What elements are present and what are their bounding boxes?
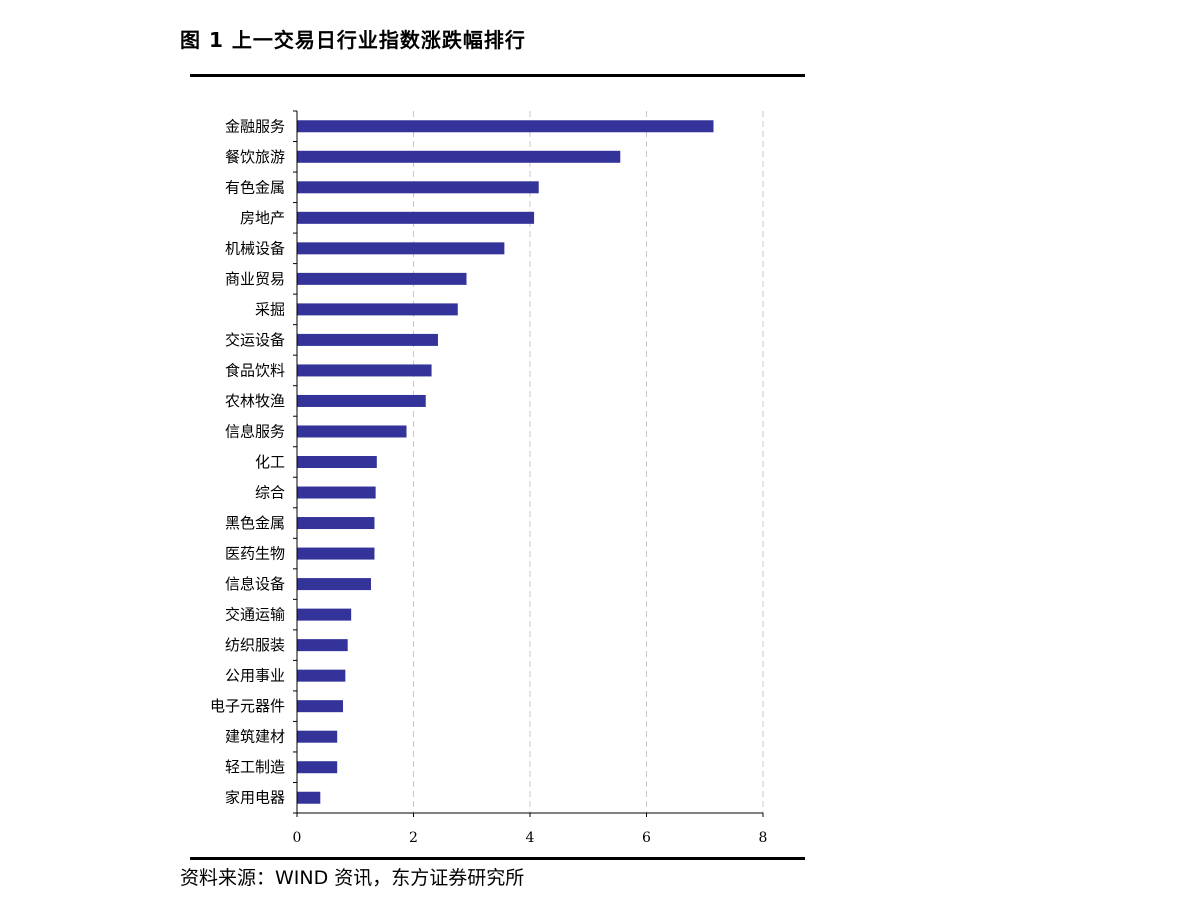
bar <box>297 608 352 621</box>
bar <box>297 578 371 591</box>
category-label: 金融服务 <box>225 117 285 135</box>
category-label: 综合 <box>255 484 285 502</box>
bar <box>297 120 714 133</box>
category-label: 交运设备 <box>225 331 285 349</box>
bar <box>297 761 338 774</box>
bottom-rule <box>190 857 805 860</box>
bar <box>297 150 621 163</box>
x-tick-label: 2 <box>409 830 418 846</box>
category-label: 化工 <box>255 453 285 471</box>
bar <box>297 486 376 499</box>
category-label: 有色金属 <box>225 178 285 196</box>
figure-title: 图 1 上一交易日行业指数涨跌幅排行 <box>180 28 526 52</box>
source-note: 资料来源：WIND 资讯，东方证券研究所 <box>180 867 525 889</box>
bar <box>297 791 321 804</box>
category-label: 公用事业 <box>225 667 285 685</box>
x-tick-label: 4 <box>526 830 535 846</box>
x-tick-label: 0 <box>293 830 302 846</box>
category-label: 建筑建材 <box>225 728 285 746</box>
bar <box>297 303 458 316</box>
bar <box>297 364 432 377</box>
category-label: 农林牧渔 <box>225 392 285 410</box>
category-label: 纺织服装 <box>225 636 285 654</box>
bar <box>297 242 505 255</box>
bar <box>297 700 344 713</box>
category-label: 信息服务 <box>225 422 285 440</box>
category-label: 医药生物 <box>225 545 285 563</box>
category-label: 商业贸易 <box>225 270 285 288</box>
category-label: 家用电器 <box>225 789 285 807</box>
category-label: 交通运输 <box>225 606 285 624</box>
bar <box>297 333 438 346</box>
x-tick-label: 8 <box>759 830 768 846</box>
category-label: 轻工制造 <box>225 758 285 776</box>
bar <box>297 547 375 560</box>
bar <box>297 669 346 682</box>
bar <box>297 211 535 224</box>
category-label: 机械设备 <box>225 239 285 257</box>
bar <box>297 272 467 285</box>
bar <box>297 730 338 743</box>
bar <box>297 639 348 652</box>
bar <box>297 394 426 407</box>
category-label: 餐饮旅游 <box>225 148 285 166</box>
category-label: 信息设备 <box>225 575 285 593</box>
category-label: 食品饮料 <box>225 361 285 379</box>
bar <box>297 425 407 438</box>
top-rule <box>190 74 805 77</box>
bar <box>297 181 539 194</box>
category-label: 采掘 <box>255 300 285 318</box>
x-tick-label: 6 <box>642 830 651 846</box>
bar <box>297 517 375 530</box>
bar <box>297 456 377 468</box>
category-label: 黑色金属 <box>225 514 285 532</box>
category-label: 电子元器件 <box>210 697 285 715</box>
category-label: 房地产 <box>240 209 285 227</box>
